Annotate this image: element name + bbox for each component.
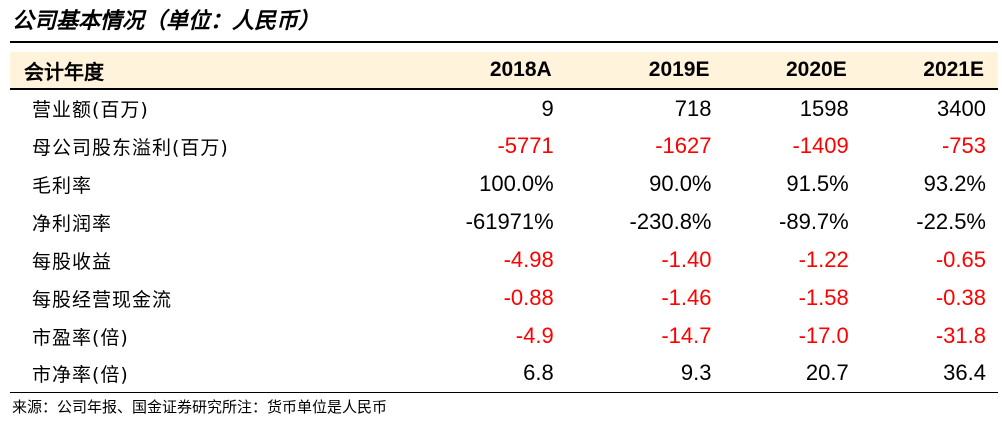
source-note: 来源：公司年报、国金证券研究所注：货币单位是人民币 [12, 398, 388, 416]
row-label: 市盈率(倍) [32, 326, 129, 349]
value-cell: 93.2% [923, 171, 986, 196]
value-cell: -1.40 [661, 247, 712, 272]
table-header-row: 会计年度 2018A 2019E 2020E 2021E [10, 52, 998, 90]
value-cell: 20.7 [723, 355, 861, 393]
value-cell: -4.98 [503, 247, 554, 272]
value-cell: -89.7% [779, 209, 849, 234]
value-cell: -1409 [792, 133, 849, 158]
value-cell: 90.0% [649, 171, 712, 196]
value-cell: 718 [674, 95, 712, 121]
value-cell: -22.5% [916, 209, 986, 234]
value-cell: 100.0% [479, 171, 554, 196]
table-row: 每股收益 -4.98 -1.40 -1.22 -0.65 [10, 241, 998, 279]
value-cell: -17.0 [798, 323, 849, 348]
table-row: 毛利率 100.0% 90.0% 91.5% 93.2% [10, 165, 998, 203]
row-label: 营业额(百万) [32, 99, 149, 121]
value-cell: -1.58 [798, 285, 849, 310]
value-cell: 9.3 [565, 355, 724, 393]
row-label: 母公司股东溢利(百万) [32, 136, 229, 159]
value-cell: -0.38 [935, 285, 986, 310]
value-cell: -0.65 [935, 247, 986, 272]
table-row: 每股经营现金流 -0.88 -1.46 -1.58 -0.38 [10, 279, 998, 317]
row-label: 市净率(倍) [10, 355, 398, 393]
value-cell: -0.88 [503, 285, 554, 310]
value-cell: -1.46 [661, 285, 712, 310]
page-title: 公司基本情况（单位：人民币） [12, 8, 321, 34]
header-2019e: 2019E [565, 52, 724, 90]
title-divider [10, 41, 998, 43]
value-cell: -31.8 [935, 323, 986, 348]
value-cell: 36.4 [860, 355, 998, 393]
value-cell: 1598 [799, 95, 849, 121]
value-cell: -230.8% [629, 209, 712, 234]
value-cell: -1.22 [798, 247, 849, 272]
table-row: 营业额(百万) 9 718 1598 3400 [10, 89, 998, 127]
table-row: 市净率(倍) 6.8 9.3 20.7 36.4 [10, 355, 998, 393]
value-cell: -14.7 [661, 323, 712, 348]
value-cell: -5771 [497, 133, 554, 158]
row-label: 每股经营现金流 [32, 288, 173, 311]
value-cell: -61971% [465, 209, 554, 234]
row-label: 净利润率 [32, 212, 113, 235]
value-cell: -4.9 [515, 323, 554, 348]
table-row: 市盈率(倍) -4.9 -14.7 -17.0 -31.8 [10, 317, 998, 355]
table-row: 母公司股东溢利(百万) -5771 -1627 -1409 -753 [10, 127, 998, 165]
header-2018a: 2018A [397, 52, 566, 90]
financial-summary-table: 会计年度 2018A 2019E 2020E 2021E 营业额(百万) 9 718… [10, 52, 998, 393]
header-fiscal-year: 会计年度 [10, 52, 398, 90]
header-2021e: 2021E [860, 52, 998, 90]
table-row: 净利润率 -61971% -230.8% -89.7% -22.5% [10, 203, 998, 241]
row-label: 每股收益 [32, 250, 113, 273]
value-cell: 9 [541, 95, 554, 121]
value-cell: 91.5% [786, 171, 849, 196]
header-2020e: 2020E [723, 52, 861, 90]
row-label: 毛利率 [32, 174, 93, 197]
value-cell: -753 [941, 133, 986, 158]
value-cell: -1627 [655, 133, 712, 158]
value-cell: 6.8 [397, 355, 566, 393]
value-cell: 3400 [937, 95, 986, 121]
